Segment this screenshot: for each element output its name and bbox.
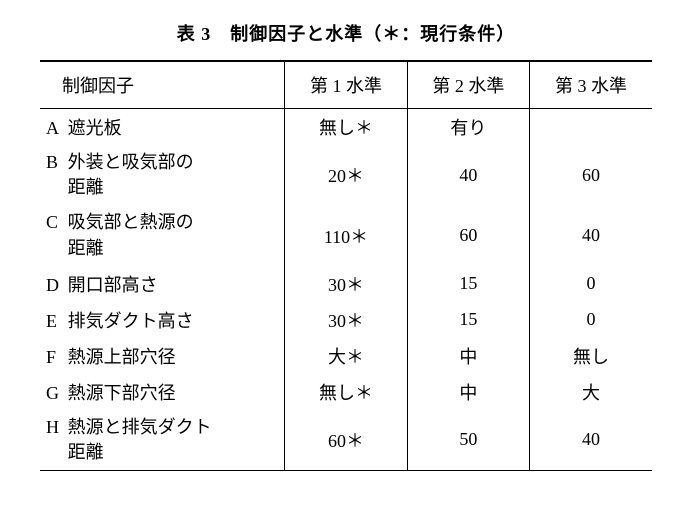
table-row: H熱源と排気ダクト距離60＊5040 [40,410,652,471]
table-row: F熱源上部穴径大＊中無し [40,338,652,374]
table-header-row: 制御因子 第 1 水準 第 2 水準 第 3 水準 [40,61,652,109]
factor-id: G [46,383,68,404]
level-cell: 無し＊ [285,109,407,146]
factor-cell: F熱源上部穴径 [40,338,285,374]
level-cell: 0 [530,266,652,302]
factor-id: F [46,347,68,368]
factor-name: 熱源上部穴径 [68,347,176,367]
table-row: A遮光板無し＊有り [40,109,652,146]
factor-name-line1: 熱源と排気ダクト [68,417,212,437]
header-level1: 第 1 水準 [285,61,407,109]
factor-name-line2: 距離 [46,175,276,200]
level-cell: 大＊ [285,338,407,374]
factor-name: 熱源下部穴径 [68,383,176,403]
factor-id: E [46,311,68,332]
level-cell: 無し [530,338,652,374]
level-cell: 有り [407,109,529,146]
factor-name-line2: 距離 [46,236,276,261]
table-caption: 表 3 制御因子と水準（＊：現行条件） [40,20,652,46]
level-cell: 40 [530,410,652,471]
level-cell: 0 [530,302,652,338]
level-cell: 20＊ [285,145,407,205]
level-cell: 50 [407,410,529,471]
level-cell: 40 [407,145,529,205]
factor-name-line1: 吸気部と熱源の [68,212,194,232]
factor-name-line2: 距離 [46,440,276,465]
control-factors-table: 制御因子 第 1 水準 第 2 水準 第 3 水準 A遮光板無し＊有りB外装と吸… [40,60,652,471]
factor-cell: E排気ダクト高さ [40,302,285,338]
table-row: G熱源下部穴径無し＊中大 [40,374,652,410]
factor-cell: C吸気部と熱源の距離 [40,205,285,265]
level-cell: 中 [407,338,529,374]
level-cell: 40 [530,205,652,265]
level-cell [530,109,652,146]
factor-name: 遮光板 [68,118,122,138]
factor-cell: G熱源下部穴径 [40,374,285,410]
factor-id: H [46,415,68,440]
level-cell: 15 [407,266,529,302]
level-cell: 60 [407,205,529,265]
factor-id: D [46,275,68,296]
level-cell: 15 [407,302,529,338]
factor-cell: H熱源と排気ダクト距離 [40,410,285,471]
table-row: D開口部高さ30＊150 [40,266,652,302]
level-cell: 60 [530,145,652,205]
header-factor: 制御因子 [40,61,285,109]
header-level2: 第 2 水準 [407,61,529,109]
factor-name: 開口部高さ [68,275,158,295]
level-cell: 60＊ [285,410,407,471]
level-cell: 30＊ [285,266,407,302]
factor-cell: B外装と吸気部の距離 [40,145,285,205]
level-cell: 大 [530,374,652,410]
factor-id: B [46,150,68,175]
header-level3: 第 3 水準 [530,61,652,109]
level-cell: 無し＊ [285,374,407,410]
table-row: C吸気部と熱源の距離110＊6040 [40,205,652,265]
table-row: B外装と吸気部の距離20＊4060 [40,145,652,205]
factor-cell: A遮光板 [40,109,285,146]
level-cell: 30＊ [285,302,407,338]
factor-name: 排気ダクト高さ [68,311,194,331]
factor-cell: D開口部高さ [40,266,285,302]
factor-name-line1: 外装と吸気部の [68,152,194,172]
level-cell: 中 [407,374,529,410]
level-cell: 110＊ [285,205,407,265]
table-row: E排気ダクト高さ30＊150 [40,302,652,338]
factor-id: C [46,210,68,235]
factor-id: A [46,118,68,139]
